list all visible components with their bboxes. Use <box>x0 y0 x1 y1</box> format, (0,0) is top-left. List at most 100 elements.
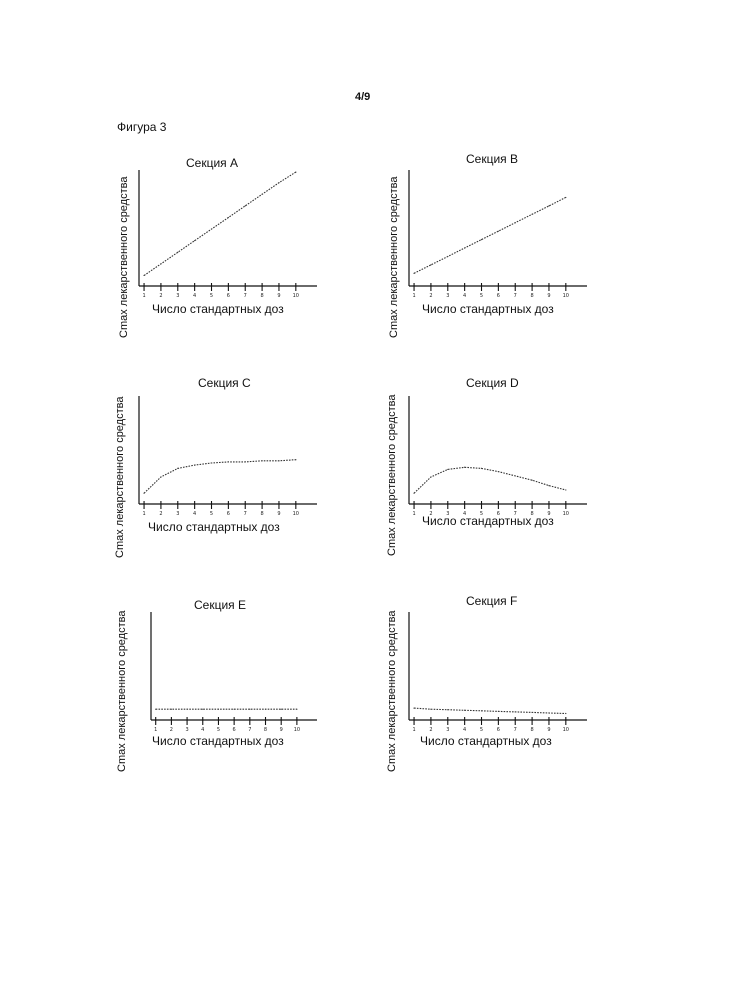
plot-area: 12345678910 <box>110 148 340 348</box>
data-point <box>143 493 144 494</box>
data-point <box>565 713 566 714</box>
data-point <box>565 489 566 490</box>
data-point <box>296 709 297 710</box>
x-tick-label: 1 <box>412 511 415 517</box>
data-point <box>515 475 516 476</box>
x-tick-label: 1 <box>412 293 415 299</box>
data-point <box>177 468 178 469</box>
data-point <box>155 709 156 710</box>
data-point <box>464 710 465 711</box>
data-point <box>515 711 516 712</box>
data-point <box>245 461 246 462</box>
x-tick-label: 4 <box>193 293 196 299</box>
x-axis-label: Число стандартных доз <box>422 302 554 316</box>
data-point <box>565 197 566 198</box>
x-tick-label: 10 <box>563 727 569 733</box>
data-point <box>160 263 161 264</box>
data-point <box>531 214 532 215</box>
data-point <box>278 182 279 183</box>
series-line <box>144 172 296 275</box>
x-tick-label: 10 <box>294 727 300 733</box>
series-line <box>414 467 566 493</box>
x-tick-label: 3 <box>185 727 188 733</box>
plot-area: 12345678910 <box>380 368 610 568</box>
data-point <box>464 247 465 248</box>
x-tick-label: 8 <box>264 727 267 733</box>
series-line <box>414 708 566 713</box>
x-tick-label: 10 <box>563 511 569 517</box>
x-axis-label: Число стандартных доз <box>420 734 552 748</box>
x-tick-label: 5 <box>210 511 213 517</box>
x-tick-label: 4 <box>463 293 466 299</box>
x-tick-label: 5 <box>480 293 483 299</box>
data-point <box>295 459 296 460</box>
data-point <box>548 205 549 206</box>
data-point <box>413 708 414 709</box>
data-point <box>249 709 250 710</box>
data-point <box>430 264 431 265</box>
data-point <box>265 709 266 710</box>
data-point <box>218 709 219 710</box>
data-point <box>447 469 448 470</box>
x-tick-label: 6 <box>227 293 230 299</box>
x-tick-label: 4 <box>201 727 204 733</box>
figure-label: Фигура 3 <box>117 120 166 134</box>
data-point <box>464 467 465 468</box>
data-point <box>160 476 161 477</box>
x-tick-label: 6 <box>497 727 500 733</box>
x-tick-label: 7 <box>244 293 247 299</box>
x-tick-label: 1 <box>142 293 145 299</box>
x-tick-label: 5 <box>210 293 213 299</box>
x-tick-label: 1 <box>412 727 415 733</box>
x-tick-label: 3 <box>446 293 449 299</box>
data-point <box>177 252 178 253</box>
plot-area: 12345678910 <box>110 368 340 568</box>
data-point <box>194 465 195 466</box>
data-point <box>447 256 448 257</box>
x-tick-label: 2 <box>429 727 432 733</box>
data-point <box>245 205 246 206</box>
x-tick-label: 4 <box>193 511 196 517</box>
data-point <box>548 485 549 486</box>
series-line <box>144 460 296 494</box>
data-point <box>531 480 532 481</box>
data-point <box>498 711 499 712</box>
x-tick-label: 6 <box>227 511 230 517</box>
x-tick-label: 1 <box>154 727 157 733</box>
x-tick-label: 3 <box>176 293 179 299</box>
x-tick-label: 5 <box>217 727 220 733</box>
x-tick-label: 3 <box>176 511 179 517</box>
x-tick-label: 8 <box>261 511 264 517</box>
chart-panel-d: Cmax лекарственного средства Секция D 12… <box>380 368 610 568</box>
x-tick-label: 9 <box>277 293 280 299</box>
x-tick-label: 10 <box>293 511 299 517</box>
chart-panel-c: Cmax лекарственного средства Секция C 12… <box>110 368 340 568</box>
data-point <box>548 712 549 713</box>
x-axis-label: Число стандартных доз <box>422 514 554 528</box>
x-tick-label: 10 <box>293 293 299 299</box>
x-tick-label: 6 <box>497 293 500 299</box>
chart-panel-e: Cmax лекарственного средства Секция E 12… <box>110 588 340 788</box>
x-tick-label: 1 <box>142 511 145 517</box>
data-point <box>171 709 172 710</box>
series-line <box>414 197 566 273</box>
data-point <box>481 239 482 240</box>
data-point <box>498 471 499 472</box>
data-point <box>186 709 187 710</box>
x-tick-label: 7 <box>514 727 517 733</box>
x-tick-label: 7 <box>244 511 247 517</box>
data-point <box>430 709 431 710</box>
data-point <box>531 712 532 713</box>
data-point <box>295 172 296 173</box>
x-axis-label: Число стандартных доз <box>152 734 284 748</box>
data-point <box>228 217 229 218</box>
data-point <box>481 710 482 711</box>
data-point <box>211 462 212 463</box>
x-tick-label: 3 <box>446 727 449 733</box>
data-point <box>278 460 279 461</box>
x-tick-label: 2 <box>429 293 432 299</box>
data-point <box>498 231 499 232</box>
x-tick-label: 2 <box>159 293 162 299</box>
data-point <box>281 709 282 710</box>
data-point <box>194 240 195 241</box>
